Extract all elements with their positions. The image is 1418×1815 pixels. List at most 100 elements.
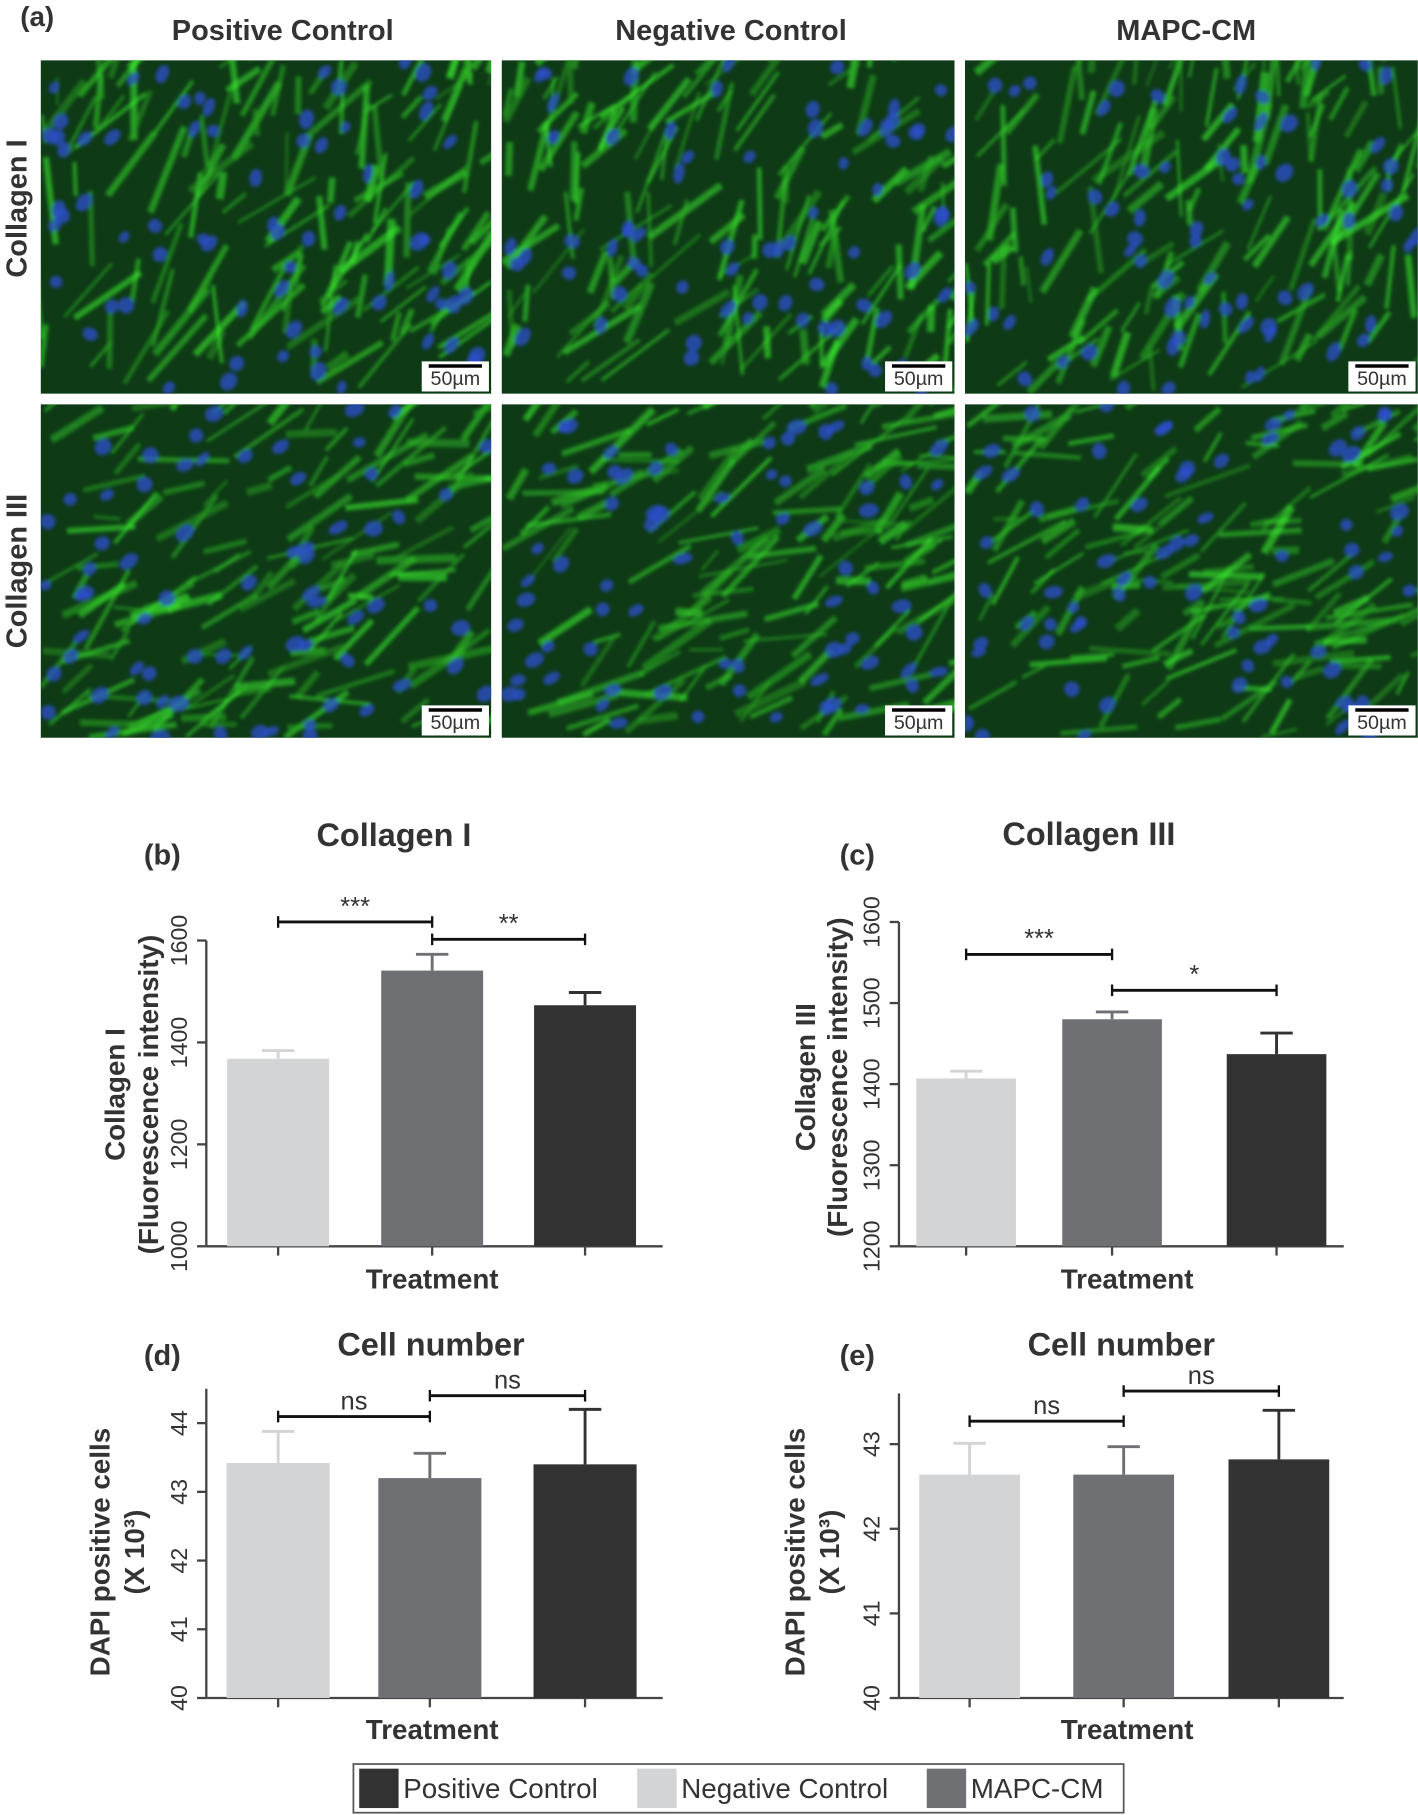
fiber <box>733 678 807 719</box>
nucleus <box>1380 178 1394 192</box>
nucleus <box>562 266 577 280</box>
fiber <box>1367 457 1418 472</box>
fiber <box>784 194 811 271</box>
fiber <box>417 552 466 603</box>
fiber <box>433 226 451 276</box>
fiber <box>375 425 447 488</box>
fiber <box>229 60 241 104</box>
fiber <box>854 425 938 447</box>
fiber <box>1070 652 1114 660</box>
fiber <box>370 180 416 233</box>
nucleus <box>344 404 365 418</box>
nucleus <box>732 684 746 697</box>
fiber <box>1112 115 1141 200</box>
fiber <box>597 109 618 152</box>
nucleus <box>541 640 555 653</box>
nucleus <box>40 704 56 720</box>
fiber <box>501 505 575 552</box>
fiber <box>586 250 610 295</box>
fiber <box>400 697 431 724</box>
nucleus <box>176 458 194 472</box>
fiber <box>406 438 470 448</box>
nucleus <box>384 270 395 291</box>
nucleus <box>1340 518 1353 531</box>
nucleus <box>186 649 203 664</box>
nucleus <box>251 724 269 738</box>
fiber <box>537 110 580 173</box>
nucleus <box>583 641 598 657</box>
fiber <box>527 690 594 716</box>
nucleus <box>935 207 951 222</box>
nucleus <box>1254 366 1265 382</box>
nucleus <box>988 306 1000 322</box>
fiber <box>1271 557 1335 588</box>
fiber <box>265 554 301 590</box>
significance-bracket <box>276 1410 432 1423</box>
nucleus <box>290 471 307 486</box>
fiber <box>1352 420 1388 469</box>
error-bar <box>415 952 449 971</box>
nucleus <box>1184 296 1195 309</box>
fiber <box>579 635 616 688</box>
nucleus <box>603 445 619 459</box>
fiber <box>319 576 346 592</box>
fiber <box>718 627 750 641</box>
nucleus <box>765 469 778 480</box>
y-tick-label: 1600 <box>859 896 885 948</box>
fiber <box>440 67 469 123</box>
nucleus <box>118 231 130 243</box>
nucleus <box>711 80 723 98</box>
fiber <box>1204 67 1219 127</box>
fiber <box>1089 325 1113 368</box>
nucleus <box>100 489 114 501</box>
nucleus <box>419 101 434 121</box>
nucleus <box>866 581 880 595</box>
fiber <box>587 406 656 475</box>
bar <box>533 1464 637 1699</box>
fiber <box>1164 463 1252 499</box>
fiber <box>1381 60 1385 62</box>
fiber <box>1164 155 1225 202</box>
nucleus <box>177 94 192 109</box>
y-axis-label: (X 10³) <box>119 1510 150 1595</box>
fiber <box>579 101 596 135</box>
fiber <box>1088 645 1171 657</box>
fiber <box>266 404 290 426</box>
nucleus <box>314 137 329 154</box>
x-axis-label: Treatment <box>366 1714 499 1745</box>
nucleus <box>830 60 845 75</box>
nucleus <box>270 223 285 240</box>
fiber <box>462 60 468 81</box>
nucleus <box>1189 234 1202 248</box>
legend-swatch <box>637 1768 677 1809</box>
fiber <box>1366 310 1392 344</box>
fiber <box>990 508 1037 544</box>
nucleus <box>543 671 560 685</box>
x-axis-label: Treatment <box>1061 1263 1194 1294</box>
fiber <box>573 187 585 221</box>
nucleus <box>884 112 900 130</box>
fiber <box>968 680 1018 711</box>
nucleus <box>219 372 238 391</box>
nucleus <box>1297 282 1314 301</box>
nucleus <box>1260 318 1277 336</box>
nucleus <box>1017 371 1033 387</box>
fiber <box>221 192 248 215</box>
significance-bracket <box>968 1415 1125 1427</box>
nucleus <box>518 248 532 266</box>
fiber <box>716 89 733 113</box>
fiber <box>61 663 94 695</box>
nucleus <box>1077 729 1091 738</box>
nucleus <box>150 729 171 738</box>
nucleus <box>930 439 948 457</box>
fiber <box>1384 245 1396 310</box>
y-tick-label: 41 <box>166 1616 192 1642</box>
fiber <box>1404 254 1418 319</box>
fiber <box>170 494 219 560</box>
nucleus <box>94 536 110 551</box>
chart-title: Cell number <box>337 1327 525 1363</box>
nucleus <box>858 503 879 518</box>
